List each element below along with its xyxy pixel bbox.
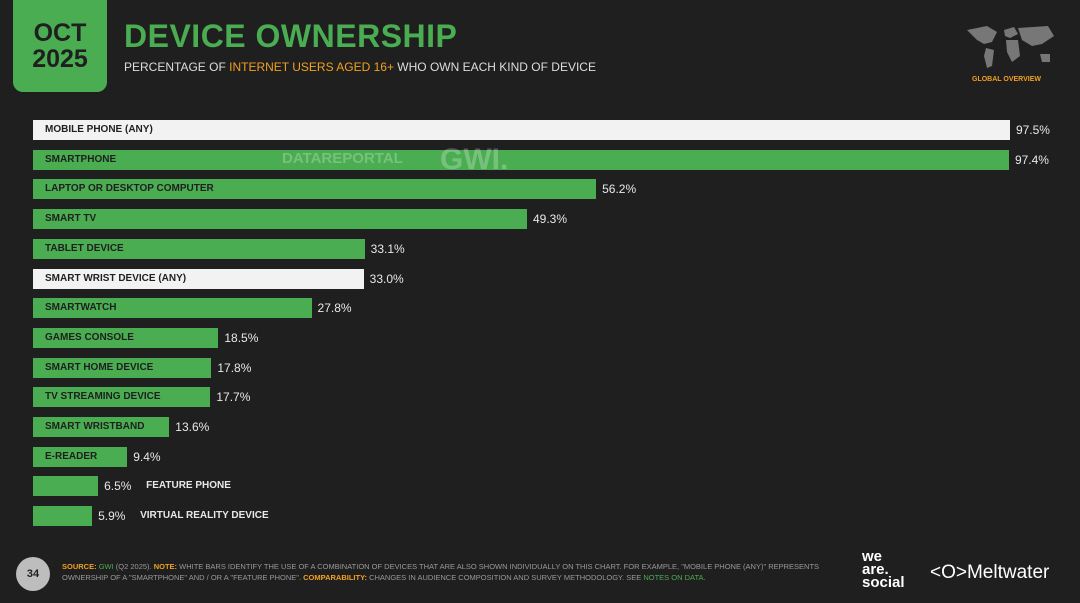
bar: [33, 506, 93, 527]
month: OCT: [33, 19, 87, 47]
bar: [33, 476, 99, 497]
footnote: SOURCE: GWI (Q2 2025). NOTE: WHITE BARS …: [62, 562, 820, 582]
category-label: GAMES CONSOLE: [45, 331, 134, 343]
note-label: NOTE:: [153, 562, 178, 571]
bar: [33, 357, 212, 378]
category-label: SMART TV: [45, 213, 97, 225]
value-label: 56.2%: [602, 182, 637, 197]
subtitle: PERCENTAGE OF INTERNET USERS AGED 16+ WH…: [124, 60, 596, 74]
value-label: 5.9%: [98, 509, 126, 524]
value-label: 33.1%: [370, 241, 405, 256]
year: 2025: [32, 45, 88, 73]
value-label: 17.8%: [217, 360, 252, 375]
category-label: SMART WRIST DEVICE (ANY): [45, 272, 187, 284]
value-label: 6.5%: [104, 479, 132, 494]
category-label: VIRTUAL REALITY DEVICE: [140, 510, 269, 522]
source-link[interactable]: GWI: [98, 562, 114, 571]
value-label: 9.4%: [133, 449, 161, 464]
category-label: E-READER: [45, 450, 98, 462]
bar: [33, 298, 312, 319]
comparability-label: COMPARABILITY:: [303, 573, 368, 582]
meltwater-logo: <O>Meltwater: [930, 562, 1050, 583]
bar-chart: 97.5% MOBILE PHONE (ANY) 97.4% SMARTPHONE 56…: [33, 120, 1050, 527]
bar: [33, 446, 128, 467]
category-label: MOBILE PHONE (ANY): [45, 124, 153, 135]
notes-on-data-link[interactable]: NOTES ON DATA: [643, 573, 704, 582]
we-are-social-logo: we are. social: [862, 548, 905, 591]
value-label: 33.0%: [369, 271, 404, 286]
bar: [33, 238, 365, 259]
category-label: SMART HOME DEVICE: [45, 361, 154, 373]
comparability-text: CHANGES IN AUDIENCE COMPOSITION AND SURV…: [367, 573, 644, 582]
meltwater-text: Meltwater: [966, 562, 1050, 583]
bar: [33, 268, 364, 289]
bar: [33, 387, 211, 408]
category-label: TABLET DEVICE: [45, 242, 124, 254]
category-label: TV STREAMING DEVICE: [45, 391, 161, 403]
subtitle-pre: PERCENTAGE OF: [124, 60, 230, 74]
page-number: 34: [16, 557, 50, 591]
category-label: FEATURE PHONE: [146, 480, 231, 492]
value-label: 49.3%: [532, 212, 568, 227]
bar: [33, 149, 1009, 170]
category-label: SMARTWATCH: [45, 302, 117, 314]
gwi-watermark: GWI.: [440, 143, 509, 176]
value-label: 13.6%: [175, 420, 210, 434]
subtitle-post: WHO OWN EACH KIND OF DEVICE: [393, 60, 596, 74]
date-badge: OCT 2025: [13, 0, 107, 92]
bar: [33, 327, 219, 348]
value-label: 97.4%: [1014, 152, 1049, 167]
value-label: 17.7%: [216, 390, 251, 405]
subtitle-highlight: INTERNET USERS AGED 16+: [229, 60, 394, 74]
datareportal-watermark: DATAREPORTAL: [282, 150, 403, 167]
bar: [33, 209, 527, 230]
bar: [33, 179, 597, 200]
category-label: SMARTPHONE: [45, 153, 117, 165]
region-label: GLOBAL OVERVIEW: [972, 76, 1041, 83]
world-map-icon: [967, 26, 1054, 68]
category-label: SMART WRISTBAND: [45, 421, 145, 432]
value-label: 18.5%: [224, 330, 259, 345]
note-text: WHITE BARS IDENTIFY THE USE OF A COMBINA…: [62, 562, 820, 582]
source-rest: (Q2 2025).: [113, 562, 154, 571]
category-label: LAPTOP OR DESKTOP COMPUTER: [45, 183, 214, 195]
source-label: SOURCE:: [62, 562, 97, 571]
value-label: 27.8%: [317, 301, 352, 316]
value-label: 97.5%: [1015, 123, 1050, 137]
bar: [33, 120, 1010, 140]
page-title: DEVICE OWNERSHIP: [124, 18, 458, 54]
bar: [33, 417, 170, 437]
